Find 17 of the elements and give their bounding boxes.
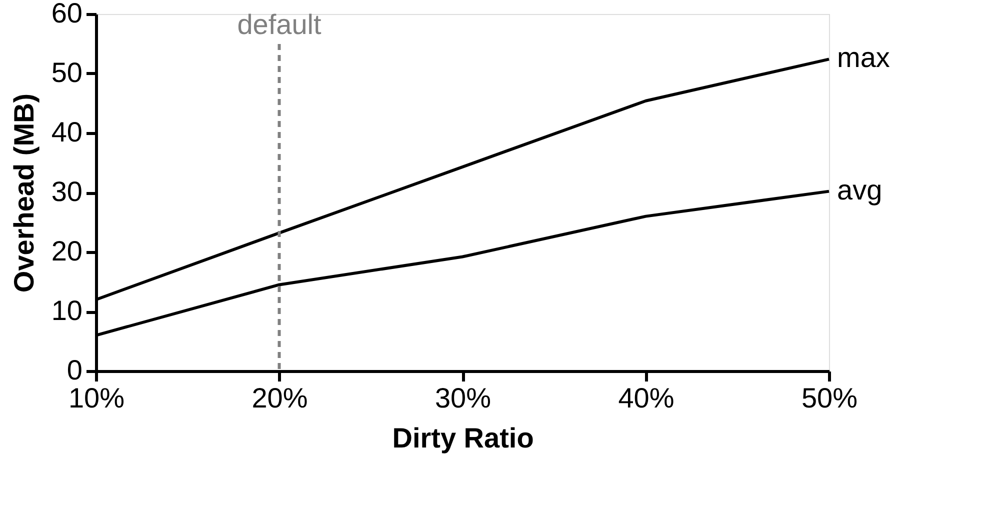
x-tick-label: 10% [68,382,125,414]
x-tick-label: 40% [618,382,674,414]
y-axis-title: Overhead (MB) [8,93,40,293]
x-tick-label: 20% [252,382,308,414]
y-tick-label: 30 [51,176,82,207]
x-tick-label: 30% [434,382,492,414]
y-tick-label: 0 [66,354,82,386]
y-tick-label: 20 [51,236,82,266]
y-tick-label: 10 [51,295,82,326]
x-axis-title: Dirty Ratio [392,422,534,454]
ref-line-label: default [237,9,322,40]
y-tick-label: 50 [51,57,82,88]
x-tick-label: 50% [801,382,858,414]
y-tick-label: 40 [51,116,82,148]
series-label: max [837,42,890,74]
y-tick-label: 60 [51,0,82,28]
series-label: avg [837,174,882,206]
